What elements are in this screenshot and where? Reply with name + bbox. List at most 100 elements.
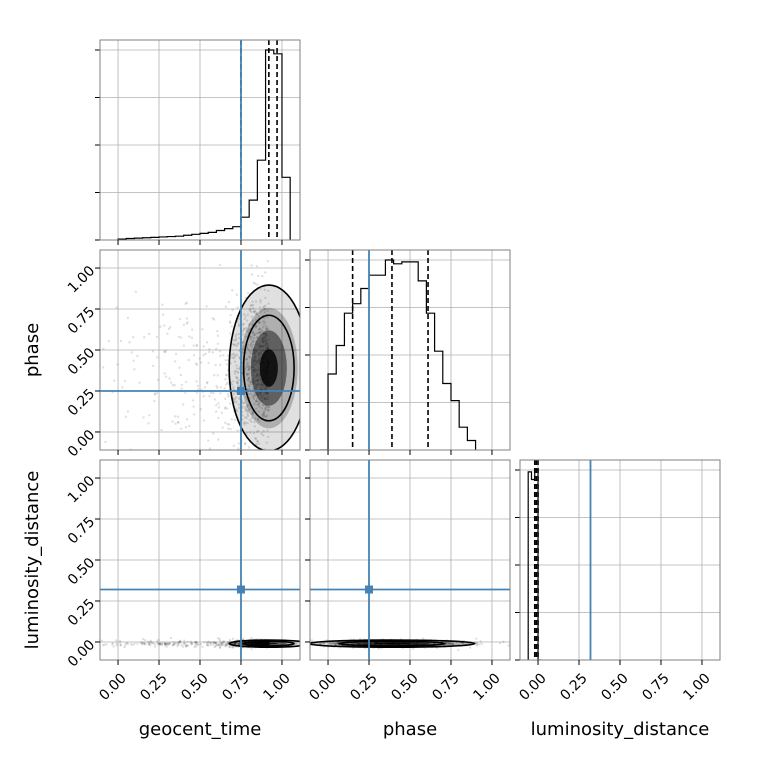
- sample-point: [227, 300, 231, 304]
- sample-point: [160, 643, 163, 647]
- sample-point: [328, 642, 331, 646]
- sample-point: [411, 642, 415, 645]
- sample-point: [252, 348, 256, 352]
- sample-point: [237, 381, 240, 385]
- sample-point: [266, 429, 269, 432]
- sample-point: [262, 412, 265, 416]
- sample-point: [57, 641, 59, 643]
- sample-point: [165, 642, 168, 645]
- panel-content: [70, 250, 300, 473]
- x-tick-label: 1.00: [680, 670, 713, 703]
- sample-point: [250, 335, 253, 339]
- sample-point: [102, 644, 105, 647]
- sample-point: [248, 385, 251, 388]
- sample-point: [252, 368, 255, 372]
- sample-point: [356, 642, 360, 646]
- x-tick-label: 0.25: [137, 670, 170, 703]
- sample-point: [364, 642, 367, 645]
- sample-point: [214, 641, 217, 645]
- sample-point: [221, 641, 224, 645]
- sample-point: [173, 360, 177, 363]
- sample-point: [231, 383, 234, 386]
- sample-point: [262, 325, 265, 329]
- sample-point: [232, 356, 236, 360]
- sample-point: [260, 380, 263, 383]
- sample-point: [256, 642, 259, 645]
- contour-line: [228, 639, 300, 649]
- sample-point: [261, 403, 265, 407]
- y-tick-label: 0.25: [65, 596, 98, 629]
- sample-point: [251, 381, 254, 384]
- sample-point: [264, 341, 268, 345]
- sample-point: [257, 429, 260, 432]
- sample-point: [237, 642, 241, 646]
- sample-point: [249, 431, 252, 434]
- sample-point: [232, 444, 236, 448]
- sample-point: [249, 366, 252, 369]
- sample-point: [475, 641, 478, 644]
- sample-point: [183, 641, 187, 645]
- sample-point: [254, 642, 257, 645]
- sample-point: [256, 393, 259, 396]
- sample-point: [149, 641, 152, 645]
- sample-point: [133, 642, 136, 645]
- sample-point: [254, 642, 258, 645]
- sample-point: [205, 341, 209, 344]
- sample-point: [252, 337, 256, 340]
- sample-point: [247, 378, 250, 381]
- sample-point: [249, 342, 253, 345]
- panel-2-2: 0.00 0.25 0.50 0.75 1.00: [515, 459, 721, 704]
- sample-point: [163, 642, 167, 645]
- sample-point: [189, 640, 193, 643]
- sample-point: [266, 347, 269, 350]
- sample-point: [256, 418, 260, 421]
- sample-point: [448, 642, 451, 645]
- sample-point: [250, 420, 253, 423]
- sample-point: [144, 642, 147, 646]
- sample-point: [252, 642, 256, 645]
- sample-point: [157, 638, 160, 642]
- sample-point: [256, 380, 260, 383]
- sample-point: [206, 640, 209, 644]
- sample-point: [228, 645, 231, 649]
- sample-point: [233, 642, 237, 645]
- sample-point: [247, 471, 249, 473]
- sample-point: [252, 311, 256, 314]
- sample-point: [177, 641, 181, 644]
- sample-point: [259, 396, 263, 399]
- sample-point: [184, 302, 187, 306]
- sample-point: [255, 642, 258, 646]
- sample-point: [151, 364, 155, 368]
- sample-point: [224, 644, 227, 648]
- sample-point: [416, 642, 420, 645]
- sample-point: [257, 641, 261, 645]
- sample-point: [156, 642, 159, 646]
- sample-point: [226, 381, 229, 384]
- sample-point: [262, 403, 266, 407]
- sample-point: [164, 350, 167, 354]
- x-tick-label: 1.00: [260, 670, 293, 703]
- sample-point: [413, 642, 417, 645]
- sample-point: [257, 354, 261, 357]
- sample-point: [251, 387, 255, 391]
- sample-point: [254, 363, 257, 367]
- sample-point: [258, 642, 261, 645]
- sample-point: [426, 642, 430, 645]
- sample-point: [248, 380, 251, 383]
- sample-point: [261, 344, 264, 347]
- sample-point: [329, 642, 333, 645]
- sample-point: [237, 403, 241, 406]
- sample-point: [245, 409, 248, 413]
- sample-point: [254, 642, 258, 645]
- sample-point: [234, 642, 237, 645]
- sample-point: [369, 642, 373, 645]
- sample-point: [234, 339, 238, 342]
- sample-point: [257, 642, 261, 645]
- sample-point: [70, 335, 72, 337]
- sample-point: [264, 346, 268, 350]
- sample-point: [159, 643, 162, 646]
- sample-point: [363, 642, 366, 645]
- sample-point: [257, 375, 260, 378]
- sample-point: [224, 421, 227, 424]
- sample-point: [258, 398, 261, 401]
